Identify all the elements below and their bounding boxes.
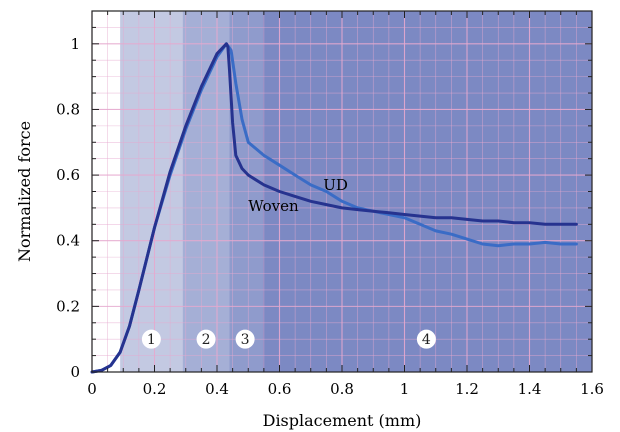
x-tick-label: 1.6 [580,380,604,398]
y-tick-label: 0.2 [56,297,80,315]
series-annotation: Woven [248,197,299,215]
axis-ticks [91,10,593,373]
region-label-circle [196,329,216,349]
x-tick-label: 0 [87,380,97,398]
y-tick-label: 1 [70,35,80,53]
x-tick-label: 1.4 [518,380,542,398]
region-label-circle [416,329,436,349]
region-label-2: 2 [196,329,216,349]
y-tick-label: 0.6 [56,166,80,184]
x-tick-label: 1 [400,380,410,398]
y-axis-title: Normalized force [15,121,34,262]
series-lines [90,42,578,374]
x-tick-label: 0.6 [268,380,292,398]
y-tick-label: 0 [70,363,80,381]
region-label-4: 4 [416,329,436,349]
axis-labels: 0 0.2 0.4 0.6 0.8 1 1.2 1.4 1.6 0 0.2 0.4 0.6 0.8 1 [56,35,604,398]
region-label-3: 3 [235,329,255,349]
region-label-text: 2 [202,332,211,348]
region-label-text: 4 [422,332,431,348]
region-label-text: 3 [241,332,250,348]
series-line-woven [90,42,578,374]
y-tick-label: 0.4 [56,232,80,250]
region-label-1: 1 [141,329,161,349]
region-label-circle [141,329,161,349]
region-labels: 1 2 3 4 [141,329,436,349]
x-tick-label: 1.2 [455,380,479,398]
x-axis-title: Displacement (mm) [263,411,422,430]
x-tick-label: 0.8 [330,380,354,398]
y-tick-label: 0.8 [56,100,80,118]
series-annotation: UD [323,176,348,194]
x-tick-label: 0.4 [205,380,229,398]
annotations: UD Woven [248,176,348,215]
x-tick-label: 0.2 [143,380,167,398]
region-label-circle [235,329,255,349]
region-label-text: 1 [147,332,156,348]
